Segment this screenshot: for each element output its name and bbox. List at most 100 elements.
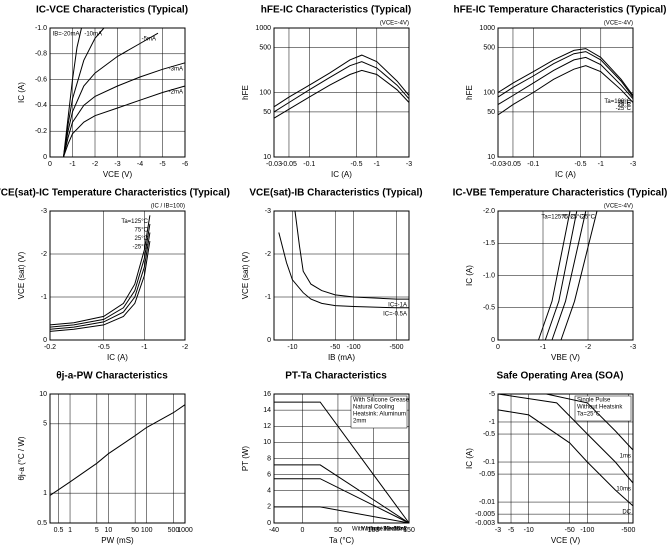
note-line: 2mm: [353, 419, 366, 425]
y-axis-label: PT (W): [241, 446, 250, 472]
y-tick-label: 0: [43, 154, 47, 161]
x-tick-label: 1000: [177, 527, 193, 534]
note-line: Without Heatsink: [577, 405, 623, 411]
y-tick-label: -2: [265, 251, 271, 258]
curve-label: -10mA: [84, 32, 102, 38]
curve: [544, 210, 578, 341]
x-tick-label: 0: [48, 161, 52, 168]
curve: [49, 232, 151, 330]
y-tick-label: -3: [265, 208, 271, 215]
y-tick-label: -1.0: [483, 272, 495, 279]
x-tick-label: -50: [330, 344, 340, 351]
plot-frame: [49, 27, 186, 158]
note: (IC / IB=100): [151, 204, 185, 210]
y-axis-label: VCE (sat) (V): [241, 251, 250, 299]
y-tick-label: 6: [267, 471, 271, 478]
curve-label: 25°C: [570, 215, 584, 221]
chart-title: Safe Operating Area (SOA): [497, 371, 624, 382]
curve: [551, 210, 587, 341]
y-tick-label: -1.0: [35, 25, 47, 32]
y-tick-label: 1000: [255, 25, 271, 32]
x-tick-label: 100: [368, 527, 380, 534]
curve: [497, 51, 634, 98]
x-axis-label: VCE (V): [103, 170, 133, 179]
plot-frame: [49, 210, 186, 341]
curve: [497, 393, 634, 484]
x-tick-label: -3: [406, 161, 412, 168]
y-tick-label: 5: [43, 421, 47, 428]
x-tick-label: -5: [159, 161, 165, 168]
y-tick-label: 16: [263, 391, 271, 398]
plot-frame: [49, 393, 186, 524]
curve: [274, 478, 410, 524]
curve: [274, 506, 410, 524]
x-tick-label: 1: [68, 527, 72, 534]
x-tick-label: -3: [630, 161, 636, 168]
x-tick-label: -100: [347, 344, 361, 351]
curve-label: 75°C: [561, 215, 575, 221]
chart-title: θj-a-PW Characteristics: [56, 371, 168, 382]
x-tick-label: -3: [630, 344, 636, 351]
x-tick-label: -3: [114, 161, 120, 168]
y-tick-label: -0.005: [475, 511, 495, 518]
curve: [546, 393, 634, 451]
y-tick-label: -1: [489, 419, 495, 426]
curve-label: 25°C: [135, 236, 149, 242]
curve: [274, 464, 410, 524]
x-tick-label: -1: [141, 344, 147, 351]
y-tick-label: -1.5: [483, 240, 495, 247]
chart-title: VCE(sat)-IB Characteristics (Typical): [249, 188, 422, 199]
x-tick-label: -0.1: [527, 161, 539, 168]
x-tick-label: -0.2: [44, 344, 56, 351]
x-tick-label: -5: [508, 527, 514, 534]
x-tick-label: -100: [580, 527, 594, 534]
curve-label: -25°C: [580, 215, 596, 221]
y-tick-label: 100: [259, 89, 271, 96]
x-tick-label: -0.1: [303, 161, 315, 168]
y-tick-label: 0: [491, 337, 495, 344]
curve-label: 25×25×2: [383, 527, 407, 533]
y-tick-label: -0.003: [475, 520, 495, 527]
x-tick-label: -1: [598, 161, 604, 168]
curve-label: -2mA: [169, 90, 183, 96]
chart-title: PT-Ta Characteristics: [285, 371, 387, 382]
note: (VCE=-4V): [380, 21, 409, 27]
x-tick-label: 0: [300, 527, 304, 534]
y-axis-label: IC (A): [17, 82, 26, 103]
x-tick-label: -2: [182, 344, 188, 351]
y-tick-label: 100: [483, 89, 495, 96]
note-box: [350, 395, 408, 429]
chart-title: VCE(sat)-IC Temperature Characteristics …: [0, 188, 230, 199]
x-axis-label: IC (A): [555, 170, 576, 179]
x-tick-label: -0.5: [350, 161, 362, 168]
y-axis-label: IC (A): [465, 448, 474, 469]
curve: [560, 210, 598, 341]
curve: [497, 409, 634, 507]
y-tick-label: 2: [267, 504, 271, 511]
x-tick-label: -0.03: [266, 161, 282, 168]
y-tick-label: 0.5: [37, 520, 47, 527]
y-tick-label: 10: [263, 154, 271, 161]
x-tick-label: 150: [403, 527, 415, 534]
y-tick-label: 500: [259, 44, 271, 51]
y-tick-label: 50: [487, 109, 495, 116]
chart-title: IC-VBE Temperature Characteristics (Typi…: [453, 188, 668, 199]
x-tick-label: -4: [137, 161, 143, 168]
y-tick-label: -3: [41, 208, 47, 215]
x-tick-label: -0.5: [98, 344, 110, 351]
note: (VCE=-4V): [604, 204, 633, 210]
y-tick-label: 12: [263, 423, 271, 430]
x-tick-label: 100: [141, 527, 153, 534]
x-tick-label: 500: [168, 527, 180, 534]
chart-title: IC-VCE Characteristics (Typical): [36, 5, 188, 16]
curve-label: IC=-0.5A: [383, 311, 407, 317]
curve: [273, 61, 410, 113]
curve: [294, 210, 409, 300]
curve: [63, 27, 105, 158]
x-tick-label: -2: [585, 344, 591, 351]
y-tick-label: 4: [267, 488, 271, 495]
y-tick-label: 0: [43, 337, 47, 344]
curve-label: 50×50×2: [383, 527, 407, 533]
curve: [273, 54, 410, 108]
